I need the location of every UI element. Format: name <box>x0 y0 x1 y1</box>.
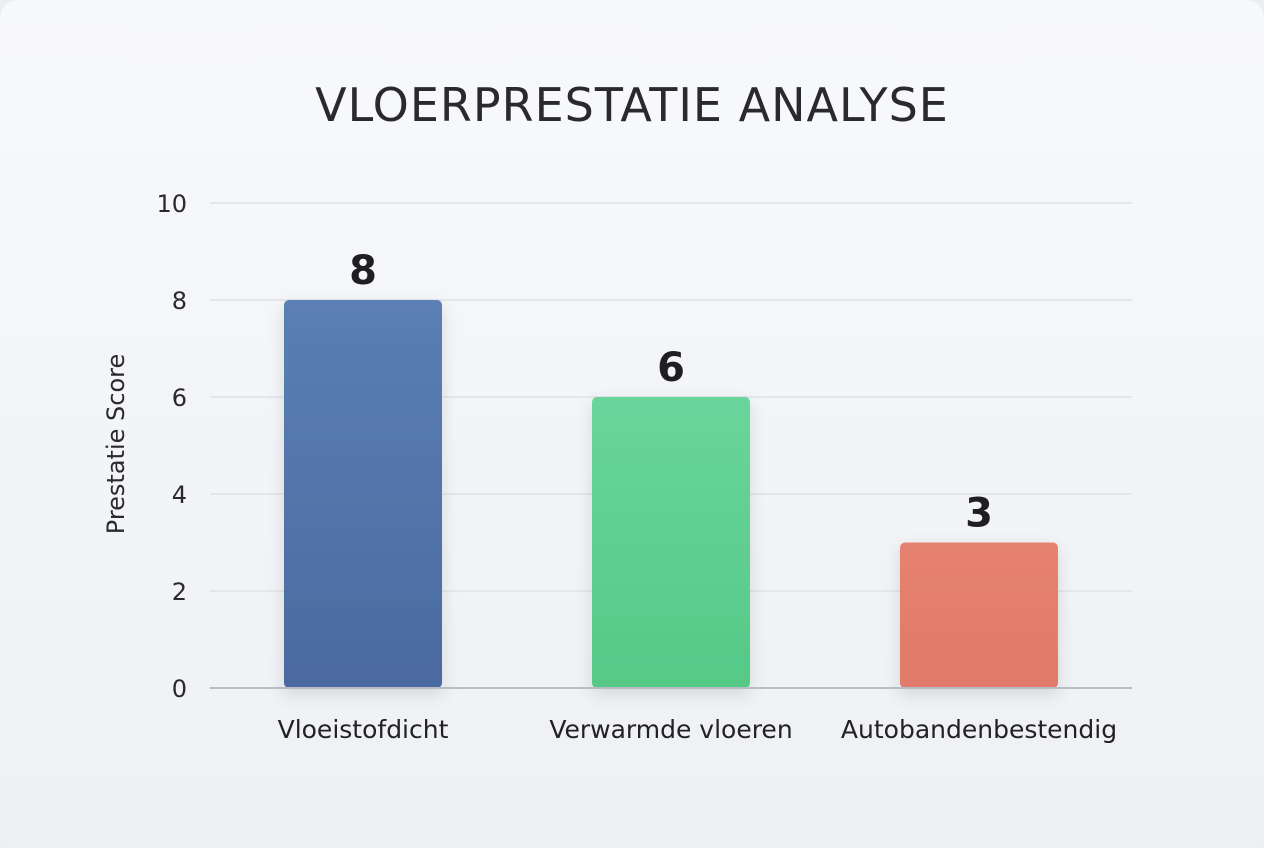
bar-1 <box>592 397 750 688</box>
y-tick-label: 6 <box>172 384 187 412</box>
bar-2 <box>900 542 1058 688</box>
y-tick-label: 2 <box>172 578 187 606</box>
x-category-label: Verwarmde vloeren <box>549 715 792 744</box>
value-label: 8 <box>349 248 377 294</box>
x-category-label: Autobandenbestendig <box>841 715 1117 744</box>
y-axis-ticks: 0 2 4 6 8 10 <box>156 190 187 703</box>
value-labels: 8 6 3 <box>349 248 993 537</box>
bars <box>284 300 1058 688</box>
y-axis-title: Prestatie Score <box>102 354 130 534</box>
y-tick-label: 4 <box>172 481 187 509</box>
value-label: 6 <box>657 345 685 391</box>
bar-0 <box>284 300 442 688</box>
y-tick-label: 8 <box>172 287 187 315</box>
y-tick-label: 0 <box>172 675 187 703</box>
chart-title: VLOERPRESTATIE ANALYSE <box>315 78 949 132</box>
value-label: 3 <box>965 491 993 537</box>
y-tick-label: 10 <box>156 190 187 218</box>
x-axis-categories: Vloeistofdicht Verwarmde vloeren Autobande… <box>278 715 1117 744</box>
x-category-label: Vloeistofdicht <box>278 715 449 744</box>
